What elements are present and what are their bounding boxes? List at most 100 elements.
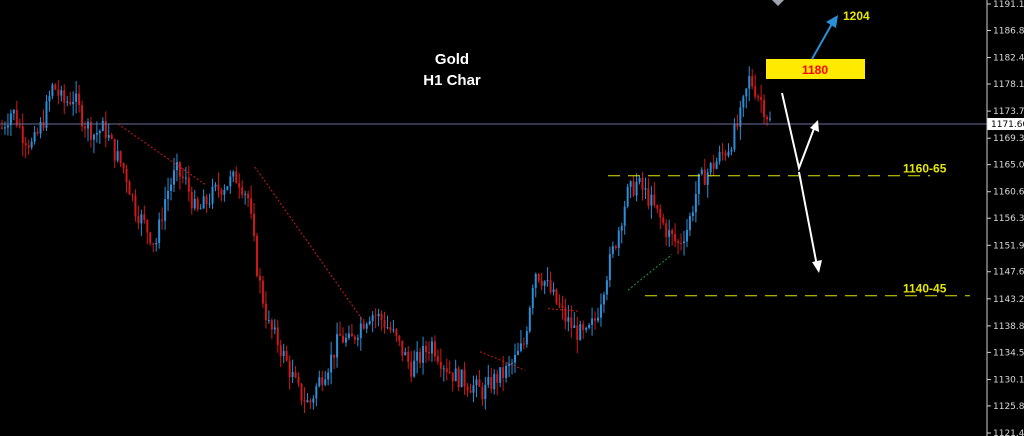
candle-body [445, 368, 448, 373]
candle-body [42, 121, 45, 128]
candle-body [481, 386, 484, 400]
candle-body [724, 153, 727, 156]
candle-body [427, 352, 430, 354]
candle-body [700, 169, 703, 174]
candle-body [247, 193, 250, 199]
chart-subtitle: H1 Char [423, 72, 481, 89]
candle-body [45, 101, 48, 128]
candle-body [706, 172, 709, 185]
candle-body [205, 196, 208, 204]
candle-body [499, 367, 502, 383]
up-arrow-icon [826, 15, 838, 28]
candle-body [48, 96, 51, 102]
candle-body [454, 368, 457, 382]
target-1204-label: 1204 [843, 9, 870, 23]
candle-body [611, 246, 614, 255]
candle-body [21, 126, 24, 144]
candle-body [487, 377, 490, 385]
candle-body [430, 341, 433, 354]
candle-body [513, 354, 516, 363]
candles-layer [1, 66, 771, 414]
candle-body [727, 151, 730, 156]
candle-body [238, 183, 241, 188]
candle-body [623, 206, 626, 226]
y-tick-label: 1165.00 [993, 161, 1024, 171]
level-label: 1160-65 [903, 162, 947, 176]
candle-body [220, 190, 223, 195]
candle-body [546, 280, 549, 282]
trend-line-green [627, 254, 673, 291]
candle-body [570, 317, 573, 328]
overlays-layer: 1171.60 1160-65 1140-45 1180 1204 [0, 9, 1024, 371]
candle-body [505, 365, 508, 378]
candle-body [330, 354, 333, 373]
candle-body [528, 307, 531, 332]
candle-body [472, 385, 475, 393]
candle-body [395, 329, 398, 336]
candle-body [264, 303, 267, 321]
candle-body [653, 194, 656, 205]
candle-body [84, 126, 87, 129]
candle-body [256, 235, 259, 276]
candle-body [211, 186, 214, 204]
candle-body [457, 368, 460, 388]
candle-body [650, 194, 653, 206]
projection-down-arrow-icon [812, 260, 822, 273]
candle-body [635, 181, 638, 196]
candle-body [110, 135, 113, 139]
trend-line [117, 123, 206, 185]
candle-body [466, 386, 469, 391]
candle-body [392, 329, 395, 331]
candle-body [51, 84, 54, 97]
candle-body [199, 208, 202, 210]
candle-body [350, 333, 353, 337]
scroll-marker-icon[interactable] [772, 0, 784, 6]
candle-body [715, 161, 718, 169]
candle-body [217, 184, 220, 191]
candle-body [270, 320, 273, 330]
y-tick-label: 1156.30 [993, 214, 1024, 224]
candle-body [439, 361, 442, 369]
candle-body [104, 120, 107, 138]
candle-body [475, 379, 478, 386]
y-tick-label: 1130.10 [993, 375, 1024, 385]
candle-body [98, 131, 101, 134]
target-1180-box [766, 59, 865, 79]
candle-body [78, 93, 81, 106]
candle-body [1, 127, 3, 129]
candle-body [522, 343, 525, 345]
candle-body [303, 400, 306, 403]
candle-body [683, 241, 686, 243]
candle-body [181, 176, 184, 178]
candle-body [561, 305, 564, 308]
candle-body [659, 208, 662, 218]
candle-body [490, 377, 493, 390]
candle-body [745, 88, 748, 97]
candle-body [576, 325, 579, 340]
current-price-box [987, 118, 1024, 131]
candle-body [647, 188, 650, 206]
candle-body [3, 127, 6, 129]
projection-down-shaft [798, 171, 818, 267]
candle-body [6, 125, 9, 128]
candle-body [24, 143, 27, 146]
candle-body [9, 113, 12, 126]
candle-body [413, 360, 416, 377]
candle-body [733, 124, 736, 150]
candle-body [419, 351, 422, 363]
candle-body [161, 219, 164, 221]
candle-body [680, 242, 683, 244]
candle-body [143, 214, 146, 221]
candle-body [356, 338, 359, 340]
candle-body [36, 132, 39, 134]
projection-path [781, 92, 816, 172]
trend-line [479, 351, 526, 371]
candle-body [164, 199, 167, 221]
candle-body [748, 76, 751, 89]
candle-body [312, 398, 315, 403]
candle-body [128, 182, 131, 195]
candle-body [324, 379, 327, 385]
candle-body [760, 96, 763, 100]
candle-body [187, 177, 190, 192]
current-price-label: 1171.60 [991, 120, 1024, 130]
